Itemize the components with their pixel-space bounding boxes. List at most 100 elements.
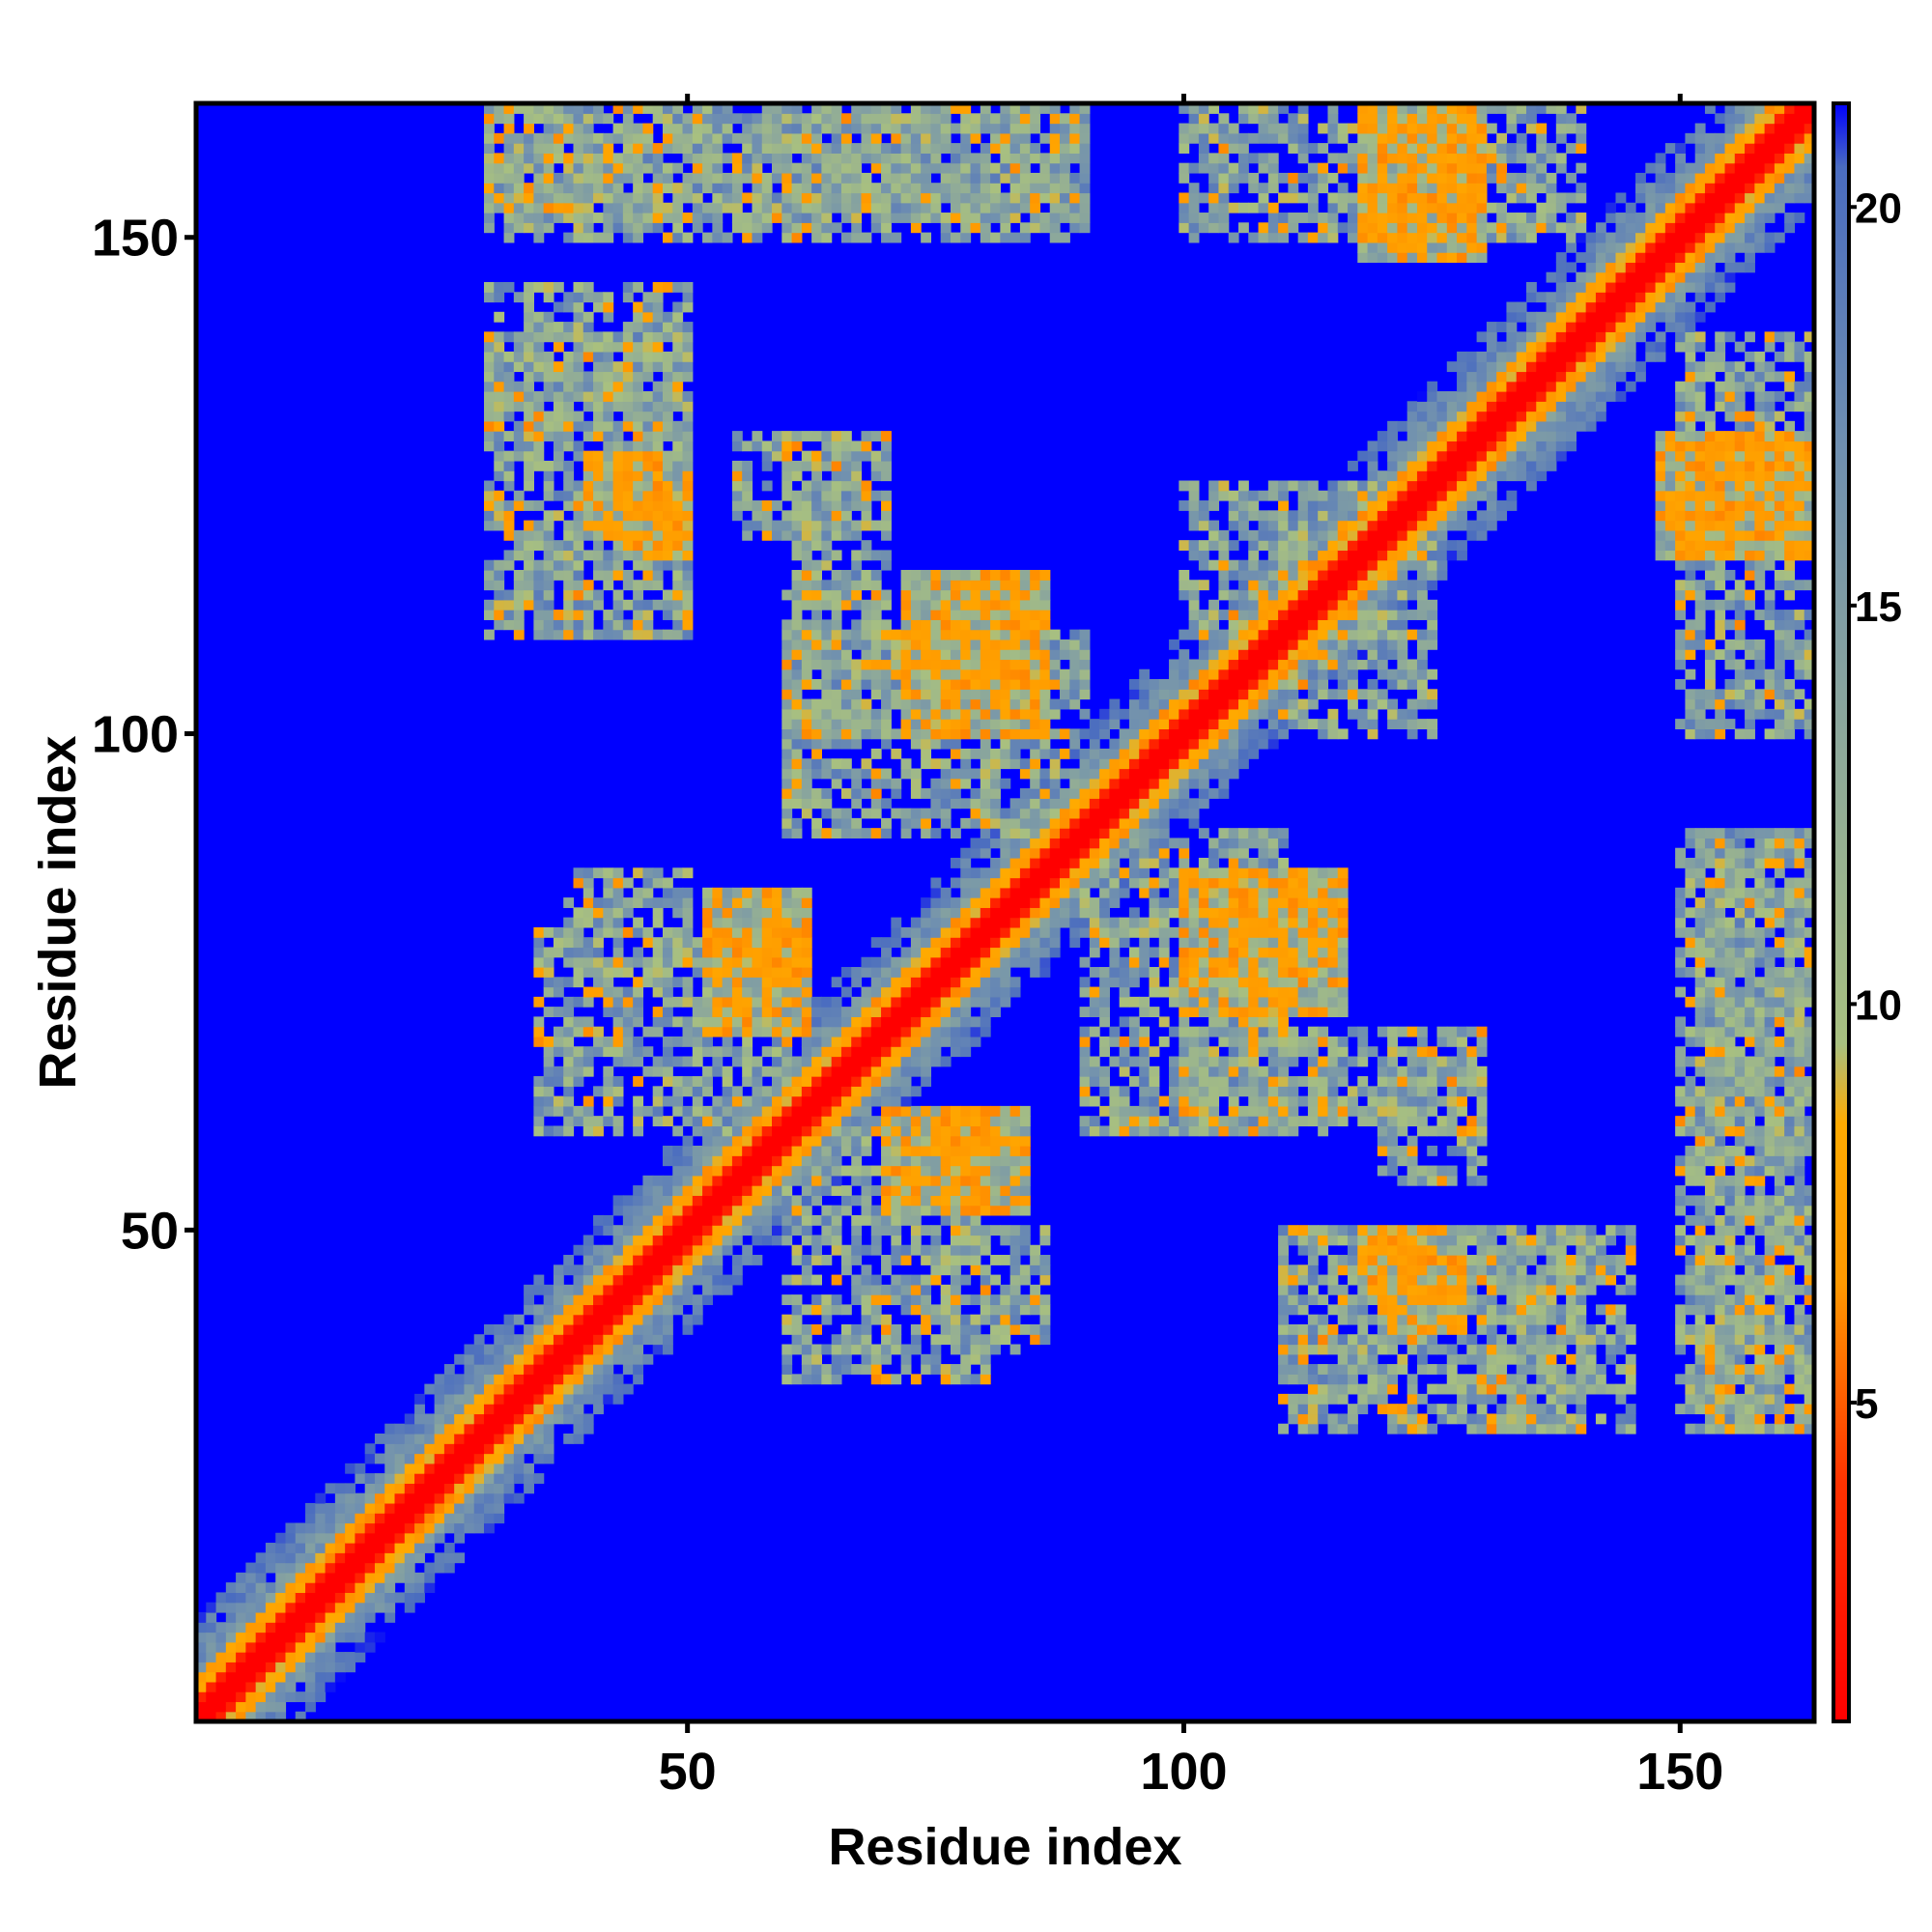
heatmap-cell (970, 569, 981, 581)
heatmap-cell (851, 1135, 863, 1147)
heatmap-cell (414, 1513, 425, 1524)
heatmap-cell (851, 1244, 863, 1256)
heatmap-cell (593, 1304, 604, 1316)
heatmap-cell (325, 1602, 336, 1613)
heatmap-cell (891, 629, 902, 640)
heatmap-cell (662, 589, 673, 601)
heatmap-cell (970, 986, 981, 998)
heatmap-cell (712, 1264, 724, 1276)
heatmap-cell (921, 1056, 932, 1067)
heatmap-cell (662, 1145, 673, 1156)
heatmap-cell (891, 1086, 902, 1097)
heatmap-cell (870, 1086, 882, 1097)
heatmap-cell (840, 232, 852, 243)
heatmap-cell (870, 1294, 882, 1306)
heatmap-cell (633, 867, 644, 879)
heatmap-cell (1079, 192, 1091, 204)
heatmap-cell (940, 143, 952, 154)
heatmap-cell (494, 153, 505, 164)
heatmap-cell (1049, 937, 1061, 949)
heatmap-cell (801, 143, 812, 154)
heatmap-cell (861, 649, 872, 661)
heatmap-cell (752, 500, 763, 511)
heatmap-cell (603, 926, 614, 938)
heatmap-cell (742, 162, 753, 174)
heatmap-cell (791, 599, 803, 611)
heatmap-cell (990, 1195, 1001, 1207)
heatmap-cell (1079, 778, 1091, 789)
heatmap-cell (622, 480, 634, 492)
heatmap-cell (960, 183, 972, 194)
heatmap-cell (731, 460, 743, 471)
heatmap-cell (434, 1552, 445, 1564)
heatmap-cell (1099, 778, 1110, 789)
heatmap-cell (513, 1473, 525, 1484)
heatmap-cell (642, 1353, 654, 1365)
heatmap-cell (791, 629, 803, 640)
heatmap-cell (801, 510, 812, 522)
heatmap-cell (772, 103, 782, 114)
heatmap-cell (672, 1165, 684, 1177)
heatmap-cell (791, 1274, 803, 1286)
heatmap-cell (781, 1095, 793, 1107)
heatmap-cell (811, 172, 822, 184)
heatmap-cell (1039, 183, 1051, 194)
heatmap-cell (215, 1592, 227, 1604)
heatmap-cell (1099, 877, 1110, 889)
heatmap-cell (742, 232, 753, 243)
heatmap-cell (1039, 698, 1051, 710)
heatmap-cell (513, 341, 525, 353)
heatmap-cell (702, 1007, 713, 1017)
heatmap-cell (622, 1244, 634, 1256)
heatmap-cell (543, 411, 554, 422)
heatmap-cell (1000, 808, 1011, 819)
heatmap-cell (960, 907, 972, 919)
heatmap-cell (672, 440, 684, 452)
heatmap-cell (722, 1244, 733, 1256)
heatmap-cell (682, 143, 694, 154)
heatmap-cell (692, 1294, 703, 1306)
heatmap-cell (593, 529, 604, 541)
heatmap-cell (434, 1463, 445, 1474)
heatmap-cell (593, 431, 604, 441)
heatmap-cell (543, 550, 554, 561)
heatmap-cell (464, 1463, 475, 1474)
heatmap-cell (1000, 599, 1011, 611)
heatmap-cell (1000, 937, 1011, 949)
heatmap-cell (910, 619, 922, 631)
heatmap-cell (870, 708, 882, 720)
heatmap-cell (593, 192, 604, 204)
heatmap-cell (840, 758, 852, 770)
heatmap-cell (831, 1105, 842, 1117)
heatmap-cell (970, 798, 981, 810)
heatmap-cell (355, 1622, 366, 1634)
heatmap-cell (553, 540, 564, 552)
heatmap-cell (1019, 947, 1031, 958)
heatmap-cell (921, 817, 932, 829)
heatmap-cell (950, 202, 961, 213)
heatmap-cell (612, 1095, 624, 1107)
heatmap-cell (1069, 857, 1081, 868)
heatmap-cell (434, 1423, 445, 1435)
heatmap-cell (791, 113, 803, 125)
heatmap-cell (761, 907, 773, 919)
heatmap-cell (831, 738, 842, 750)
heatmap-cell (851, 778, 863, 789)
heatmap-cell (1000, 738, 1011, 750)
heatmap-cell (612, 1244, 624, 1256)
heatmap-cell (980, 967, 991, 978)
heatmap-cell (1060, 668, 1070, 680)
heatmap-cell (821, 629, 833, 640)
heatmap-cell (573, 361, 584, 373)
heatmap-cell (761, 1205, 773, 1216)
heatmap-cell (573, 1105, 584, 1117)
heatmap-cell (801, 917, 812, 928)
heatmap-cell (672, 610, 684, 620)
heatmap-cell (781, 172, 793, 184)
heatmap-cell (861, 450, 872, 462)
heatmap-cell (1128, 867, 1140, 879)
heatmap-cell (731, 1145, 743, 1156)
heatmap-cell (1030, 847, 1041, 859)
heatmap-cell (1079, 629, 1091, 640)
heatmap-cell (1019, 132, 1031, 144)
